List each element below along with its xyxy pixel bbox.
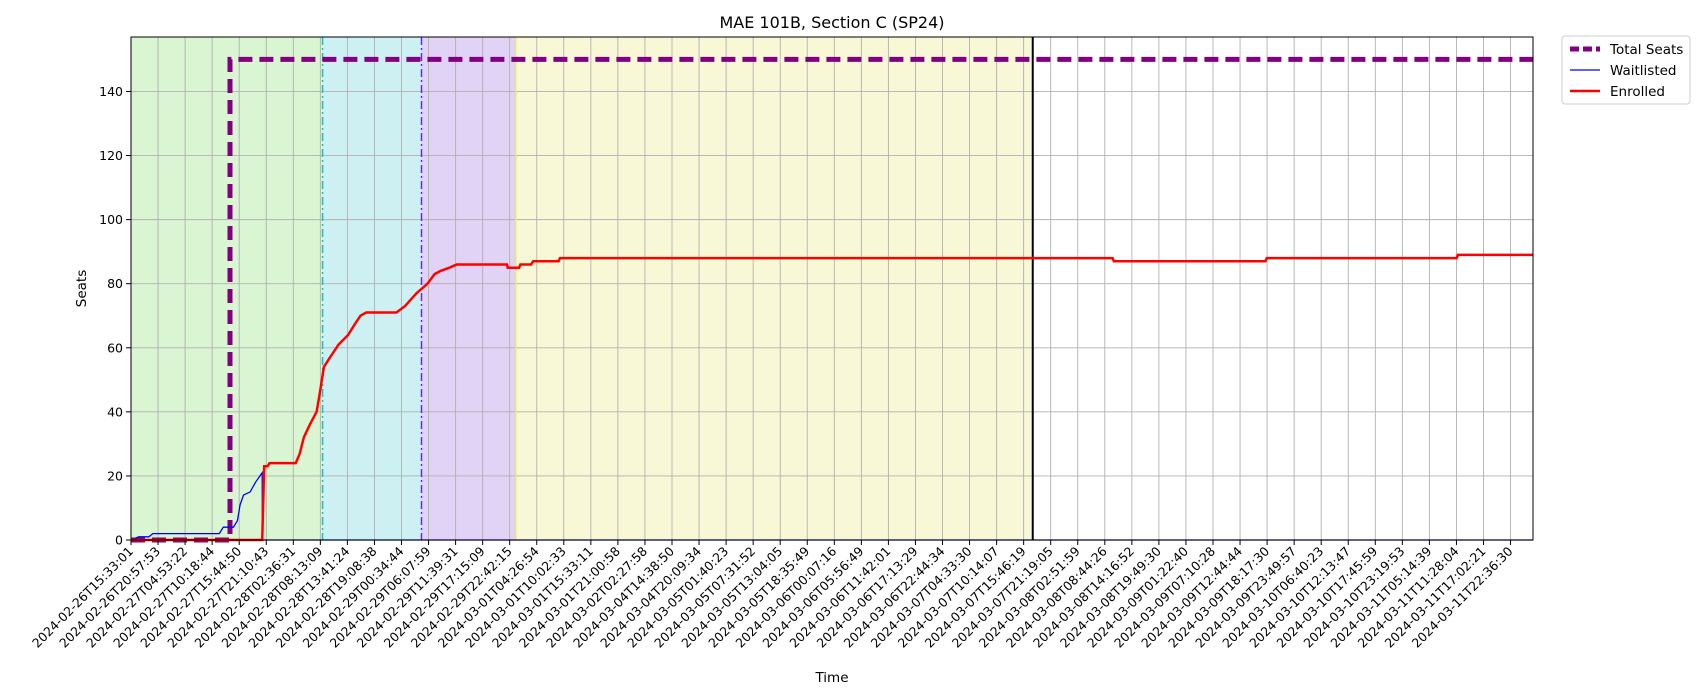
y-axis-title: Seats [74,270,90,307]
y-tick-label: 40 [107,404,123,419]
x-axis: 2024-02-26T15:33:012024-02-26T20:57:5320… [29,540,1516,651]
series-waitlisted [130,470,1533,541]
shaded-periods [131,37,1033,540]
y-axis: 0 20 40 60 80 100 120 140 [99,84,131,548]
legend-label: Waitlisted [1610,63,1677,79]
y-tick-label: 60 [107,340,123,355]
plot-frame [130,36,1534,541]
y-tick-label: 0 [115,533,123,548]
y-tick-label: 20 [107,468,123,483]
y-tick-label: 100 [99,212,123,227]
period-boundary-lines [321,37,1034,540]
shaded-period-2 [421,37,516,540]
chart-title: MAE 101B, Section C (SP24) [719,13,944,32]
legend-label: Enrolled [1610,84,1665,100]
y-tick-label: 80 [107,276,123,291]
shaded-period-1 [322,37,422,540]
legend: Total Seats Waitlisted Enrolled [1561,35,1691,105]
series-enrolled [131,253,1533,542]
legend-box [1561,35,1691,105]
y-tick-label: 120 [99,148,123,163]
shaded-period-3 [515,37,1033,540]
legend-label: Total Seats [1609,42,1683,58]
x-axis-title: Time [814,670,848,686]
shaded-period-0 [131,37,323,540]
y-tick-label: 140 [99,84,123,99]
